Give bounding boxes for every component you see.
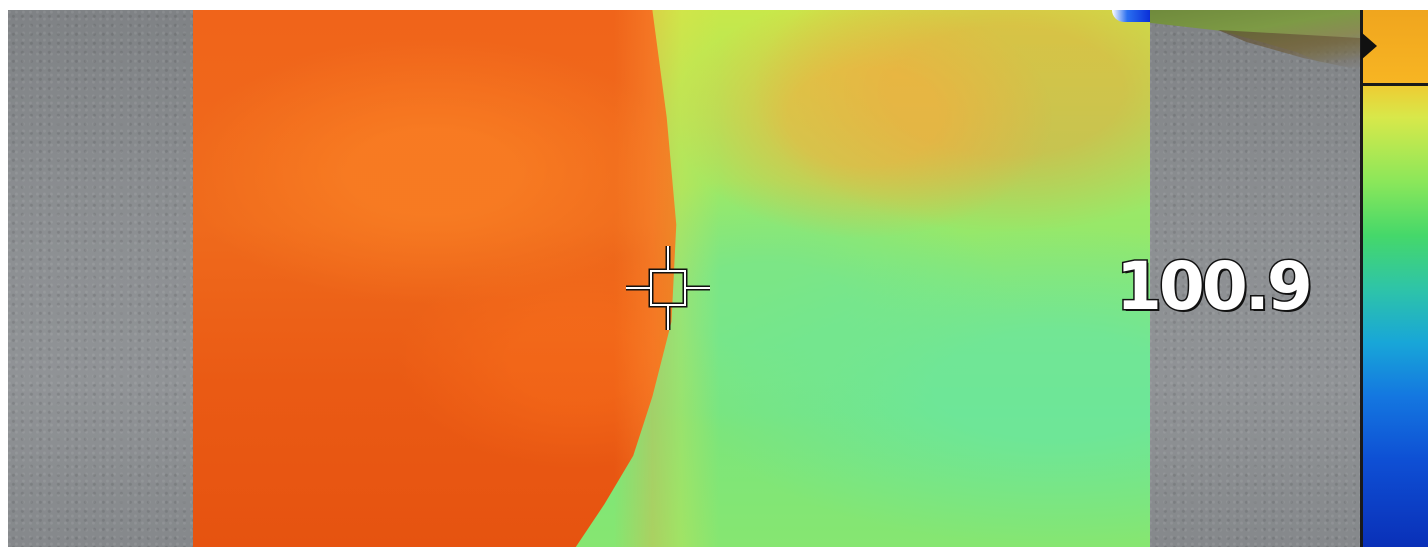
thermal-camera-view: 100.9 — [8, 10, 1428, 547]
thermal-overlay — [193, 10, 1150, 547]
thermal-hot-region — [193, 10, 677, 547]
thermal-cold-spot — [1112, 10, 1150, 22]
triangle-right-icon[interactable] — [1361, 32, 1377, 60]
thermal-boundary — [193, 10, 1150, 547]
color-scale-bar — [1360, 10, 1428, 547]
crosshair-icon[interactable] — [624, 244, 712, 332]
temperature-readout: 100.9 — [1115, 248, 1315, 325]
